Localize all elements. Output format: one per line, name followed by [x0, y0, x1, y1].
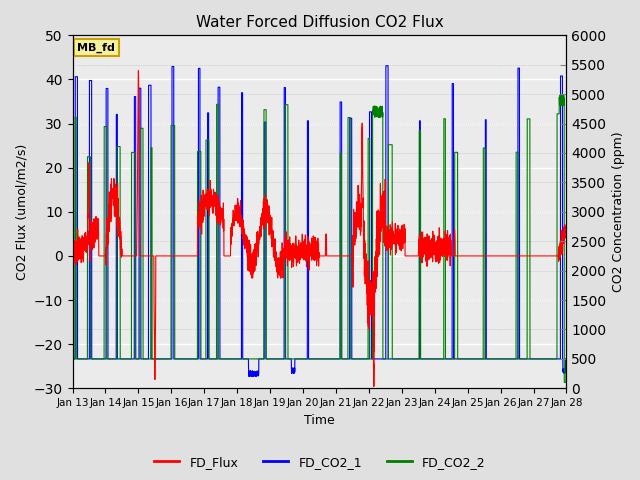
FD_CO2_1: [430, 356, 438, 362]
Title: Water Forced Diffusion CO2 Flux: Water Forced Diffusion CO2 Flux: [196, 15, 444, 30]
FD_CO2_2: [458, 356, 465, 362]
FD_CO2_2: [561, 380, 568, 385]
FD_Flux: [157, 253, 165, 259]
FD_CO2_2: [563, 356, 570, 362]
FD_Flux: [430, 252, 438, 257]
FD_Flux: [458, 253, 466, 259]
FD_CO2_2: [68, 356, 76, 362]
FD_CO2_1: [403, 356, 410, 362]
FD_Flux: [301, 237, 308, 242]
Y-axis label: CO2 Concentration (ppm): CO2 Concentration (ppm): [612, 132, 625, 292]
Legend: FD_Flux, FD_CO2_1, FD_CO2_2: FD_Flux, FD_CO2_1, FD_CO2_2: [149, 451, 491, 474]
X-axis label: Time: Time: [304, 414, 335, 427]
FD_CO2_2: [562, 356, 570, 362]
FD_CO2_1: [562, 356, 570, 362]
FD_Flux: [68, 245, 76, 251]
FD_CO2_2: [403, 356, 410, 362]
Y-axis label: CO2 Flux (umol/m2/s): CO2 Flux (umol/m2/s): [15, 144, 28, 280]
Line: FD_CO2_1: FD_CO2_1: [72, 66, 566, 376]
Line: FD_Flux: FD_Flux: [72, 71, 566, 386]
FD_Flux: [403, 253, 410, 259]
FD_Flux: [134, 68, 142, 73]
FD_CO2_1: [301, 356, 308, 362]
FD_CO2_1: [68, 356, 76, 362]
FD_CO2_1: [249, 373, 257, 379]
FD_CO2_2: [301, 356, 308, 362]
FD_Flux: [370, 384, 378, 389]
FD_CO2_1: [382, 63, 390, 69]
FD_CO2_2: [558, 92, 566, 97]
FD_Flux: [562, 233, 570, 239]
FD_CO2_2: [157, 356, 165, 362]
Text: MB_fd: MB_fd: [77, 43, 115, 53]
Line: FD_CO2_2: FD_CO2_2: [72, 95, 566, 383]
FD_CO2_1: [157, 356, 165, 362]
FD_CO2_1: [458, 356, 466, 362]
FD_CO2_1: [563, 356, 570, 362]
FD_Flux: [563, 230, 570, 236]
FD_CO2_2: [430, 356, 438, 362]
